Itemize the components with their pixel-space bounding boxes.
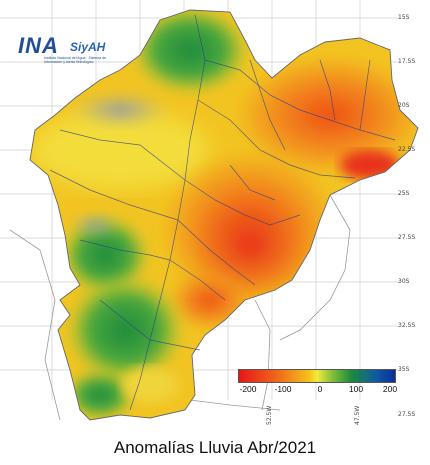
lat-label: 30S (398, 278, 410, 285)
lon-label: 47.5W (354, 405, 361, 425)
lat-label: 27.5S (398, 234, 416, 241)
color-scale-bar (238, 369, 396, 383)
lat-label: 32.5S (398, 322, 416, 329)
lat-label: 25S (398, 190, 410, 197)
country-borders (9, 194, 351, 421)
legend-tick: 100 (348, 384, 364, 394)
lat-label: 22.5S (398, 146, 416, 153)
legend-tick: 200 (382, 384, 398, 394)
lat-label: 35S (398, 366, 410, 373)
lat-label: 15S (398, 14, 410, 21)
lat-label: 17.5S (398, 58, 416, 65)
logo-subtitle: Instituto Nacional del Agua · Sistema de… (44, 56, 107, 64)
lat-label: 27.5S (398, 411, 416, 418)
anomaly-field (30, 10, 418, 420)
legend-tick: -200 (239, 384, 257, 394)
ina-logo: INA (18, 33, 59, 58)
legend-tick: -100 (274, 384, 292, 394)
color-scale-legend: -200 -100 0 100 200 (238, 369, 398, 395)
map-caption: Anomalías Lluvia Abr/2021 (113, 438, 317, 457)
lon-label: 52.5W (266, 405, 273, 425)
map-svg (0, 0, 419, 421)
legend-tick: 0 (317, 384, 323, 394)
rainfall-anomaly-map: INA SiyAH Instituto Nacional del Agua · … (0, 0, 419, 425)
river-network (49, 14, 396, 411)
siyah-logo-text: SiyAH (70, 40, 106, 54)
basin-outline (29, 9, 419, 421)
lat-label: 20S (398, 102, 410, 109)
